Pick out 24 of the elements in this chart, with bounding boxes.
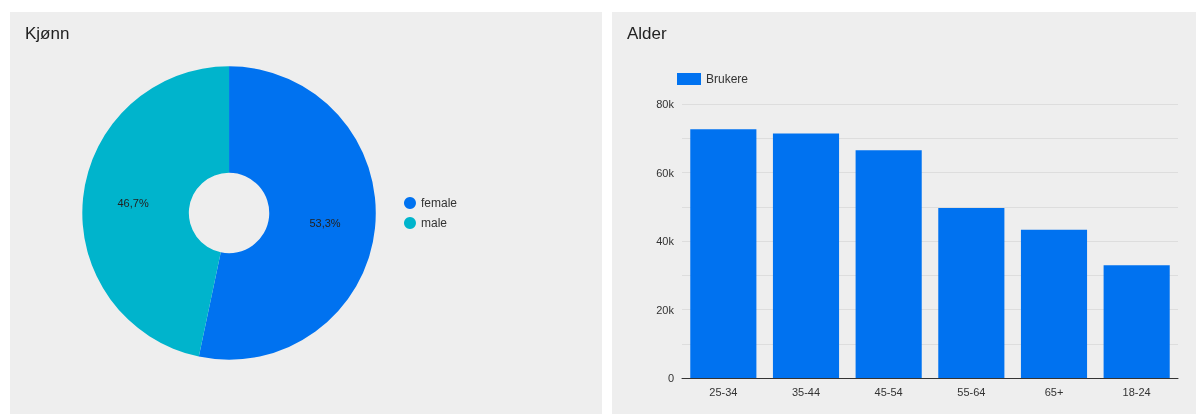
x-tick-label: 18-24 — [1122, 385, 1151, 398]
y-tick-label: 40k — [656, 235, 675, 247]
y-tick-label: 80k — [656, 98, 675, 110]
bar — [855, 150, 922, 378]
chart-title: Kjønn — [25, 24, 70, 43]
bar — [690, 129, 757, 378]
bar — [772, 133, 840, 378]
y-tick-label: 0 — [667, 372, 674, 384]
chart-title: Alder — [627, 24, 668, 43]
x-tick-label: 55-64 — [957, 385, 986, 398]
bar — [938, 208, 1005, 378]
legend-label: Brukere — [706, 72, 749, 86]
x-tick-label: 45-54 — [874, 385, 903, 398]
legend-label: male — [420, 216, 448, 230]
data-label: 53,3% — [309, 216, 341, 229]
x-tick-label: 65+ — [1044, 385, 1064, 398]
x-tick-label: 25-34 — [709, 385, 738, 398]
y-tick-label: 20k — [656, 303, 675, 316]
bar — [1103, 265, 1170, 378]
bar — [1020, 229, 1088, 378]
x-tick-label: 35-44 — [791, 385, 821, 398]
y-tick-label: 60k — [656, 166, 675, 179]
legend-label: female — [420, 196, 458, 210]
data-label: 46,7% — [117, 197, 149, 210]
